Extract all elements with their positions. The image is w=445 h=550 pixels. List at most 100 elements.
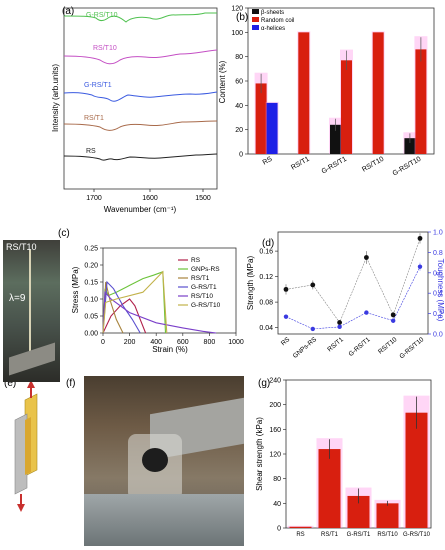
panel-label-d: (d)	[262, 238, 274, 249]
d-y2-tick-label: 0.0	[433, 332, 443, 339]
c-legend-entry: RS/T1	[191, 275, 210, 282]
d-x-tick-label: G-RS/T10	[398, 336, 425, 360]
g-x-tick-label: G-RS/T1	[347, 532, 371, 538]
b-y-tick-label: 20	[235, 127, 243, 134]
d-x-tick-label: RS/T1	[326, 336, 345, 353]
d-x-tick-label: RS/T10	[377, 336, 399, 356]
c-y-tick-label: 0.20	[84, 263, 98, 270]
b-legend-alpha: α-helices	[261, 26, 285, 32]
d-x-tick-label: RS	[280, 336, 292, 348]
c-y-tick-label: 0.05	[84, 314, 98, 321]
b-x-tick-label: RS/T1	[290, 156, 311, 172]
c-legend-entry: G-RS/T1	[191, 284, 217, 291]
ftir-series-grst10	[63, 12, 217, 23]
c-legend-entry: GNPs-RS	[191, 266, 220, 273]
g-x-tick-label: RS	[296, 532, 304, 538]
panel-label-e: (e)	[4, 378, 16, 389]
d-toughness-point	[283, 314, 289, 319]
b-y-label: Content (%)	[218, 60, 227, 103]
b-x-tick-label: RS	[262, 156, 274, 167]
b-bar-coil	[415, 49, 427, 154]
g-y-label: Shear strength (kPa)	[255, 417, 264, 491]
panel-label-f: (f)	[66, 378, 75, 389]
b-bar-coil	[298, 32, 310, 155]
c-legend-entry: RS/T10	[191, 293, 213, 300]
d-x-tick-label: GNPs-RS	[292, 336, 319, 360]
d-toughness-line	[285, 266, 421, 330]
d-toughness-point	[391, 318, 396, 323]
d-toughness-point	[310, 326, 315, 332]
d-y2-label: Toughness (MPa)	[436, 259, 445, 322]
d-y-tick-label: 0.08	[259, 300, 273, 307]
ftir-x-ticks: 1700 1600 1500	[86, 189, 211, 202]
b-bar-alpha	[266, 102, 278, 154]
b-x-tick-label: RS/T10	[361, 156, 385, 174]
c-legend: RS GNPs-RS RS/T1 G-RS/T1 RS/T10 G-RS/T10	[178, 257, 221, 309]
b-legend-beta: β-sheets	[261, 10, 284, 16]
g-y-tick-label: 120	[269, 452, 281, 459]
ftir-label-grst1: G-RS/T1	[84, 82, 112, 89]
c-series-line	[102, 280, 141, 334]
lap-shear-schematic	[14, 380, 38, 512]
g-bar	[405, 412, 428, 528]
c-legend-entry: G-RS/T10	[191, 302, 221, 309]
schematic-lower-plate	[14, 413, 28, 495]
g-y-tick-label: 160	[269, 427, 281, 434]
ftir-x-tick-label: 1500	[195, 195, 211, 202]
b-legend-swatch-coil	[252, 17, 259, 22]
c-frame	[102, 247, 237, 334]
photo-fiber-tangle	[142, 448, 168, 472]
ftir-series-grst1	[63, 91, 218, 102]
force-arrowhead-down	[17, 504, 25, 512]
schematic-overlap	[25, 417, 31, 475]
b-y-tick-label: 80	[235, 54, 243, 61]
d-y-tick-label: 0.12	[259, 274, 273, 281]
g-y-tick-label: 0	[277, 526, 281, 533]
g-y-tick-label: 80	[273, 476, 281, 483]
b-legend-swatch-beta	[252, 9, 259, 14]
photo-clamp	[9, 342, 55, 376]
b-bar-beta	[330, 124, 341, 154]
ftir-label-rs: RS	[86, 148, 96, 155]
ftir-plot: G-RS/T10 RS/T10 G-RS/T1 RS/T1 RS 1700 160…	[51, 7, 218, 214]
c-x-tick-label: 1000	[228, 339, 244, 346]
b-y-tick-label: 60	[235, 79, 243, 86]
c-y-tick-label: 0.00	[84, 331, 98, 338]
strength-toughness-chart: 0.04 0.08 0.12 0.16 0.0 0.2 0.4 0.6 0.8 1.0 RS GNPs…	[246, 230, 445, 361]
c-x-tick-label: 200	[124, 339, 136, 346]
g-x-tick-label: RS/T1	[321, 532, 339, 538]
b-y-tick-label: 0	[239, 152, 243, 159]
g-y-tick-label: 40	[273, 501, 281, 508]
g-bar	[289, 526, 312, 528]
c-x-tick-label: 400	[150, 339, 162, 346]
d-y2-tick-label: 0.8	[433, 250, 443, 257]
d-x-tick-label: G-RS/T1	[348, 336, 372, 358]
d-strength-line	[285, 238, 421, 324]
ftir-series-rst1	[63, 120, 218, 131]
ftir-series-rst10	[63, 49, 218, 65]
b-x-tick-label: G-RS/T10	[392, 156, 423, 178]
d-y-tick-label: 0.16	[259, 249, 273, 256]
panel-label-c: (c)	[58, 228, 70, 239]
d-strength-point	[390, 312, 396, 318]
c-y-tick-label: 0.15	[84, 280, 98, 287]
photo-lambda-label: λ=9	[9, 293, 26, 304]
c-y-label: Stress (MPa)	[71, 266, 80, 313]
stress-strain-chart: 0 200 400 600 800 1000 0.00 0.05 0.10 0.15 0.20 0.2…	[71, 246, 244, 355]
d-y2-tick-label: 0.2	[433, 311, 443, 318]
ftir-frame	[63, 7, 218, 190]
g-bar	[347, 495, 370, 528]
c-x-tick-label: 0	[101, 339, 105, 346]
d-y-tick-label: 0.04	[259, 325, 273, 332]
b-legend-coil: Random coil	[261, 18, 294, 24]
b-x-tick-label: G-RS/T1	[321, 156, 349, 176]
g-bar	[376, 503, 399, 528]
b-y-tick-label: 40	[235, 103, 243, 110]
c-y-tick-label: 0.10	[84, 297, 98, 304]
c-series-line	[102, 270, 168, 334]
c-y-tick-label: 0.25	[84, 246, 98, 253]
d-strength-point	[310, 282, 316, 288]
secondary-structure-chart: 0 20 40 60 80 100 120 RS RS/T1 G-RS/T1 RS/T10 G-RS…	[218, 6, 435, 178]
photo-bottom-plate	[84, 494, 244, 546]
